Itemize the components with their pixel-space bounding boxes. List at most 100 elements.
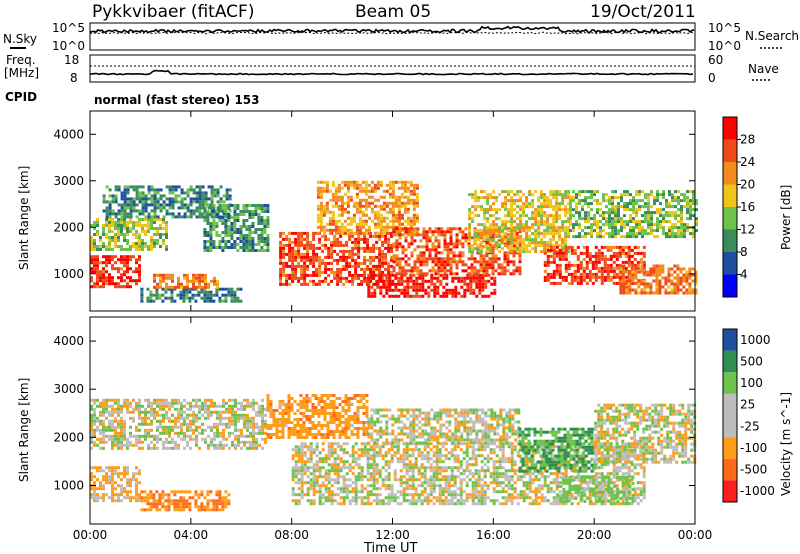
power-cell — [210, 206, 214, 210]
power-cell — [135, 215, 139, 219]
power-cell — [102, 285, 105, 289]
power-cell — [96, 230, 99, 233]
power-cell — [625, 285, 629, 289]
power-cell — [102, 255, 105, 259]
velocity-cell — [264, 437, 267, 441]
velocity-cell — [108, 428, 111, 432]
power-cell — [495, 208, 499, 212]
velocity-cell — [197, 505, 201, 509]
velocity-cell — [111, 428, 114, 432]
power-cell — [312, 246, 316, 250]
power-cell — [584, 190, 587, 194]
velocity-cell — [174, 446, 177, 450]
power-cell — [688, 276, 692, 280]
power-cell — [474, 214, 478, 218]
power-cell — [546, 275, 550, 279]
power-cell — [90, 279, 93, 283]
power-cell — [203, 287, 207, 291]
velocity-cell — [108, 434, 111, 438]
power-cell — [351, 273, 355, 277]
power-cell — [540, 220, 544, 224]
power-cell — [493, 288, 497, 292]
velocity-cell — [243, 407, 246, 411]
power-cell — [156, 242, 159, 245]
power-cell — [642, 254, 646, 258]
velocity-cell — [102, 410, 105, 414]
power-cell — [162, 233, 165, 236]
power-cell — [153, 285, 156, 289]
power-cell — [463, 288, 467, 292]
power-cell — [605, 199, 608, 203]
power-cell — [572, 190, 575, 194]
power-cell — [300, 270, 304, 274]
power-cell — [506, 254, 510, 258]
power-cell — [630, 281, 634, 285]
velocity-cell — [261, 410, 264, 414]
power-cell — [624, 266, 628, 270]
power-cell — [655, 270, 659, 274]
power-cell — [282, 237, 286, 241]
power-cell — [619, 279, 623, 283]
power-cell — [297, 243, 301, 247]
velocity-cell — [201, 428, 204, 432]
power-cell — [156, 197, 160, 201]
power-cell — [138, 239, 141, 242]
power-cell — [670, 279, 674, 283]
power-cell — [369, 249, 373, 253]
power-cell — [440, 260, 444, 264]
power-cell — [379, 195, 383, 199]
power-cell — [245, 225, 249, 228]
power-cell — [567, 217, 571, 221]
power-cell — [90, 242, 93, 245]
power-cell — [333, 276, 337, 280]
velocity-cell — [176, 505, 180, 509]
power-cell — [400, 186, 404, 190]
power-cell — [391, 192, 395, 196]
velocity-cell — [201, 407, 204, 411]
power-cell — [210, 279, 213, 283]
velocity-cell — [114, 493, 117, 497]
power-cell — [534, 247, 538, 251]
power-cell — [427, 285, 431, 289]
power-cell — [337, 204, 341, 208]
power-cell — [123, 188, 127, 192]
power-cell — [182, 299, 186, 303]
power-cell — [108, 239, 111, 242]
power-cell — [379, 276, 383, 280]
power-cell — [397, 201, 401, 205]
velocity-cell — [138, 434, 141, 438]
power-cell — [334, 204, 338, 208]
power-cell — [324, 243, 328, 247]
power-cell — [373, 183, 377, 187]
power-cell — [638, 232, 641, 236]
power-cell — [483, 196, 487, 200]
velocity-cell — [129, 481, 132, 485]
power-cell — [575, 208, 578, 212]
power-cell — [437, 230, 441, 234]
power-cell — [650, 217, 653, 221]
power-cell — [636, 263, 640, 267]
velocity-cell — [207, 446, 210, 450]
power-cell — [165, 248, 168, 251]
power-cell — [490, 282, 494, 286]
velocity-cell — [281, 421, 285, 424]
power-cell — [203, 296, 207, 300]
velocity-cell — [194, 493, 198, 497]
velocity-cell — [210, 443, 213, 447]
power-cell — [291, 255, 295, 259]
power-cell — [483, 217, 487, 221]
power-cell — [419, 260, 423, 264]
velocity-cell — [132, 475, 135, 479]
power-cell — [126, 264, 129, 268]
power-cell — [549, 232, 553, 236]
power-cell — [492, 214, 496, 218]
power-cell — [474, 232, 478, 236]
power-cell — [406, 195, 410, 199]
power-cell — [108, 230, 111, 233]
power-cell — [218, 204, 222, 207]
power-cell — [392, 230, 396, 234]
velocity-cell — [296, 421, 300, 424]
power-cell — [372, 234, 376, 238]
power-cell — [644, 211, 647, 215]
power-cell — [552, 217, 556, 221]
